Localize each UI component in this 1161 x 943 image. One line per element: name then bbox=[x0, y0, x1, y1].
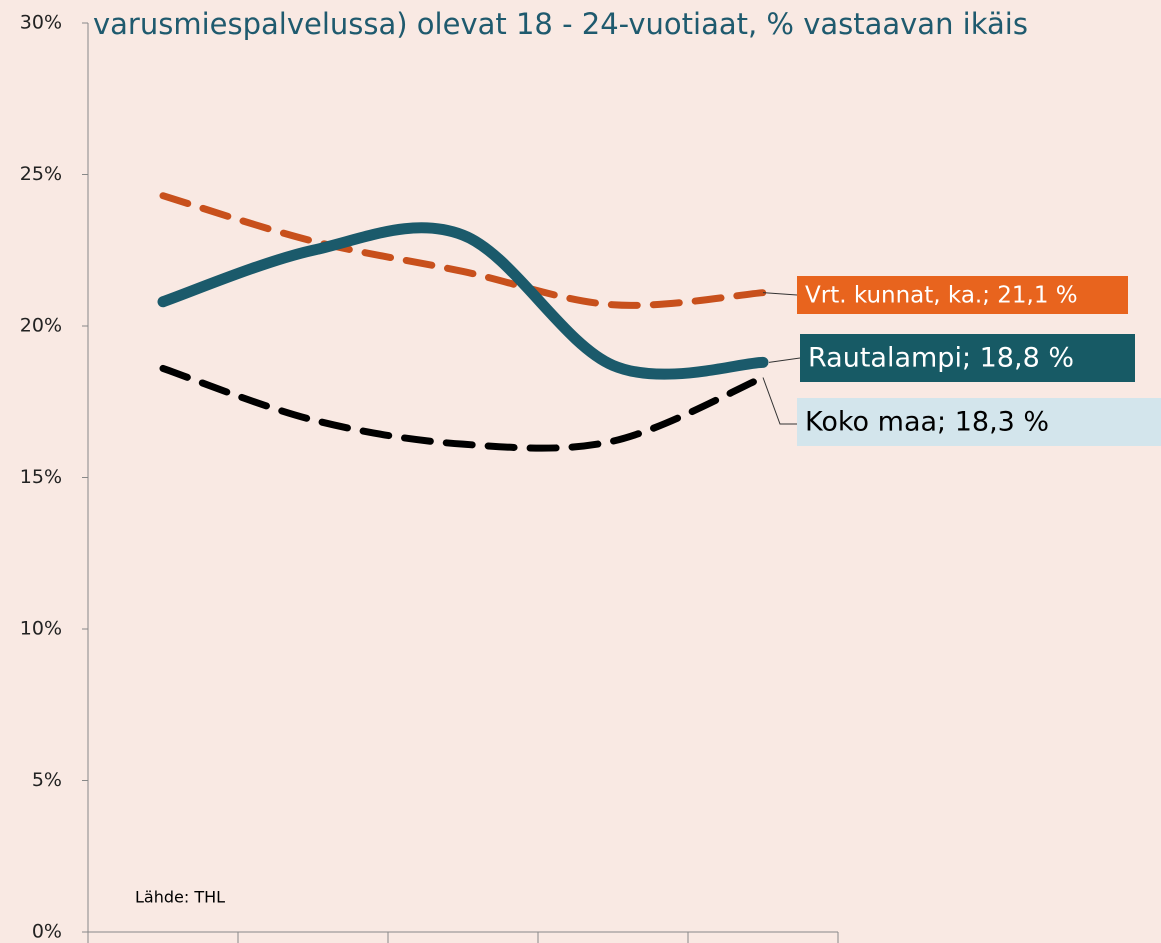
y-tick-label: 30% bbox=[20, 12, 62, 34]
label-box bbox=[797, 276, 1128, 314]
series-line bbox=[159, 192, 767, 309]
series-label: Koko maa; 18,3 % bbox=[805, 407, 1049, 438]
chart-title: varusmiespalvelussa) olevat 18 - 24-vuot… bbox=[93, 7, 1028, 41]
series-line bbox=[157, 222, 769, 380]
series-line bbox=[159, 364, 767, 452]
source-note: Lähde: THL bbox=[135, 888, 225, 907]
y-tick-label: 5% bbox=[32, 769, 62, 791]
leader-line bbox=[762, 292, 798, 296]
label-box bbox=[800, 334, 1135, 382]
y-tick-label: 10% bbox=[20, 618, 62, 640]
leader-line bbox=[762, 377, 797, 425]
series-label: Rautalampi; 18,8 % bbox=[808, 343, 1074, 374]
series-label: Vrt. kunnat, ka.; 21,1 % bbox=[805, 283, 1078, 309]
y-tick-label: 25% bbox=[20, 163, 62, 185]
y-tick-label: 15% bbox=[20, 466, 62, 488]
label-box bbox=[797, 398, 1161, 446]
y-tick-label: 20% bbox=[20, 315, 62, 337]
y-tick-label: 0% bbox=[32, 921, 62, 943]
leader-line bbox=[768, 357, 801, 363]
